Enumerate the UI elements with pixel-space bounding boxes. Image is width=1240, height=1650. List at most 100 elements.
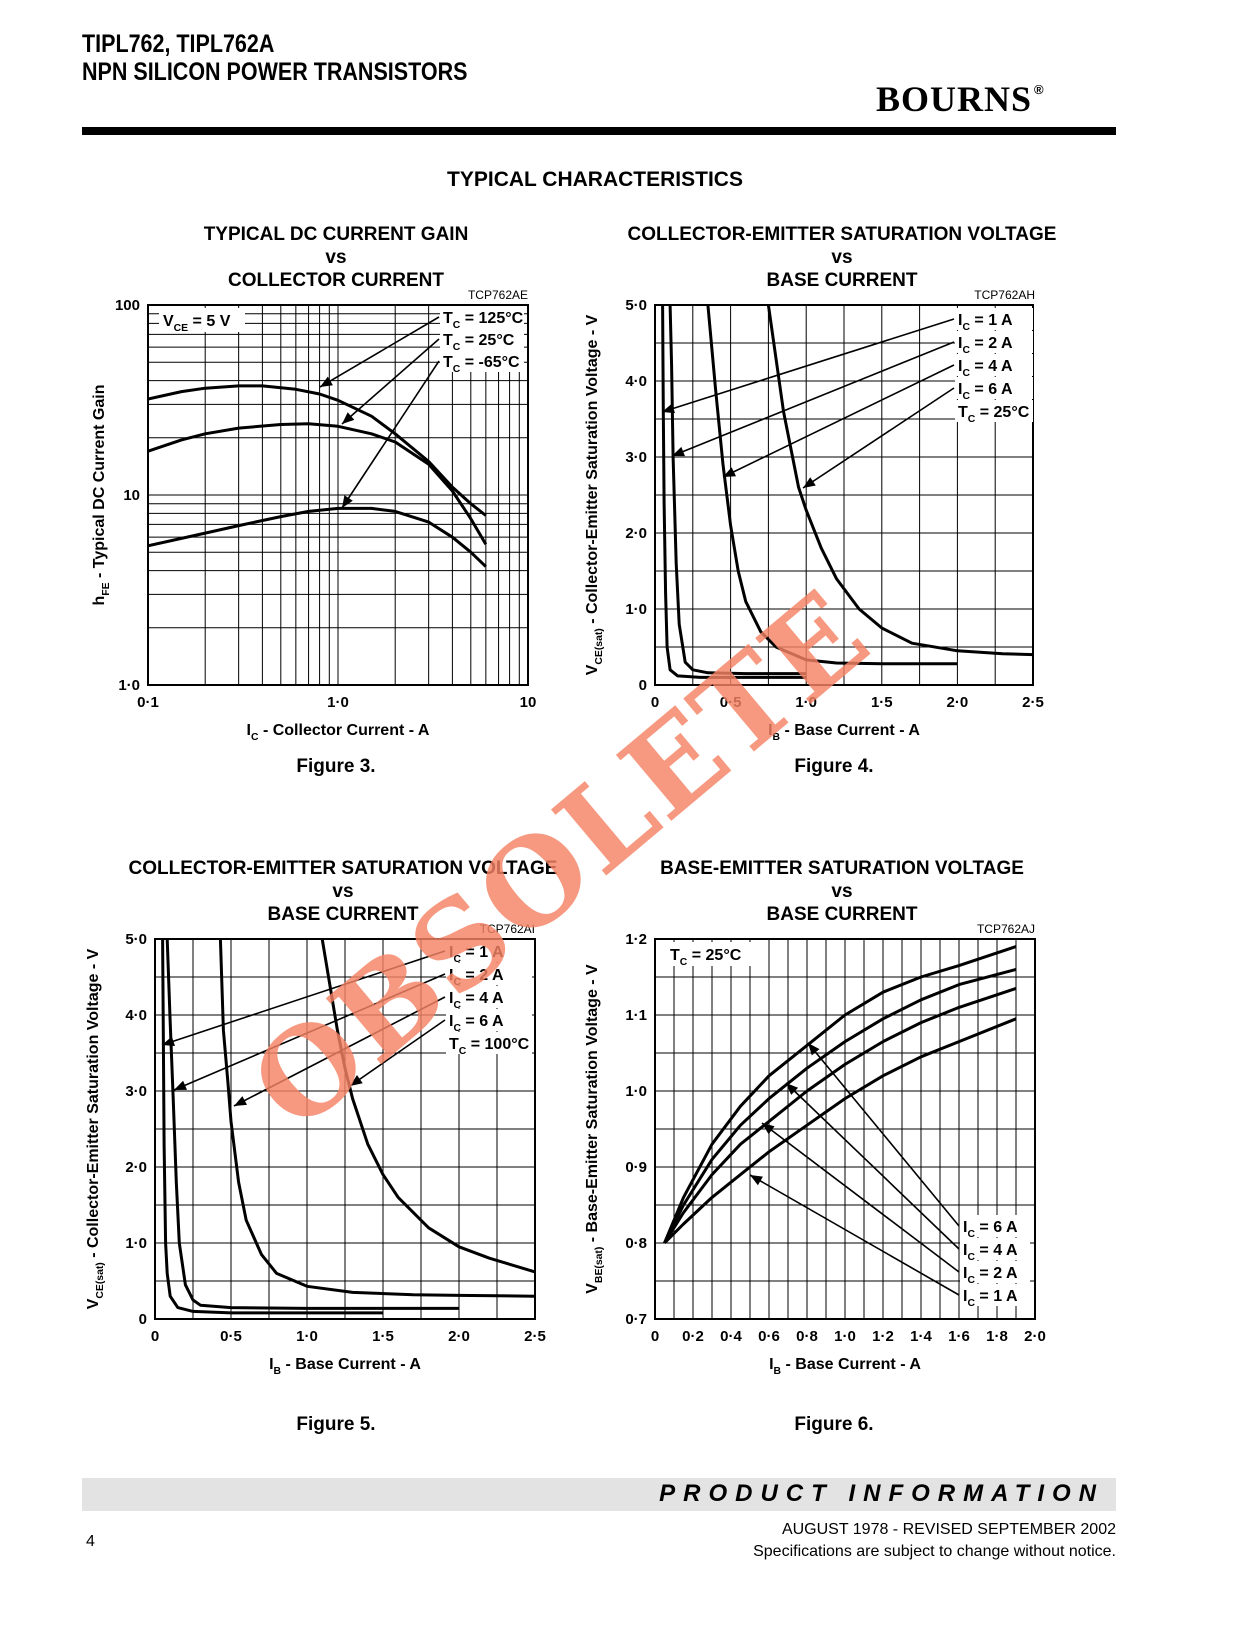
legend-entry: IC = 2 A xyxy=(449,967,504,988)
y-tick-label: 5·0 xyxy=(625,297,647,314)
legend-pointer xyxy=(341,360,440,509)
legend-pointer-arrowhead xyxy=(672,446,685,457)
y-tick-label: 10 xyxy=(123,487,140,504)
y-tick-label: 0·9 xyxy=(625,1159,647,1176)
y-tick-label: 0 xyxy=(639,677,647,694)
legend-entry: TC = 100°C xyxy=(449,1036,530,1057)
y-tick-label: 0·8 xyxy=(625,1235,647,1252)
bourns-logo: BOURNS ® xyxy=(876,78,1045,120)
title-line-1: TIPL762, TIPL762A xyxy=(82,30,275,58)
legend-pointer xyxy=(349,1019,446,1087)
plot-frame xyxy=(654,304,1034,686)
legend-entry: IC = 1 A xyxy=(958,312,1013,333)
chart-title-line: BASE-EMITTER SATURATION VOLTAGE xyxy=(660,858,1024,879)
legend-bg xyxy=(440,306,524,328)
chart-code: TCP762AI xyxy=(480,922,535,936)
legend-pointer-arrowhead xyxy=(786,1083,799,1095)
chart-4: COLLECTOR-EMITTER SATURATION VOLTAGEvsBA… xyxy=(584,224,1056,743)
legend-entry: IC = 6 A xyxy=(963,1219,1018,1240)
page-number: 4 xyxy=(86,1533,95,1550)
x-tick-label: 0·5 xyxy=(720,694,742,711)
x-tick-label: 1·6 xyxy=(948,1328,970,1345)
legend-pointer-arrowhead xyxy=(750,1175,763,1186)
y-tick-label: 1·2 xyxy=(625,931,647,948)
legend-entry: IC = 4 A xyxy=(963,1242,1018,1263)
legend-entry: IC = 1 A xyxy=(449,944,504,965)
series-line-3 xyxy=(706,305,958,666)
header-rule xyxy=(82,127,1116,135)
legend-entry: IC = 4 A xyxy=(449,990,504,1011)
x-tick-label: 2·0 xyxy=(1024,1328,1046,1345)
chart-code: TCP762AE xyxy=(468,288,528,302)
series-line-3 xyxy=(148,506,487,568)
plot-frame xyxy=(154,938,536,1320)
legend-bg xyxy=(955,377,1033,399)
y-tick-label: 2·0 xyxy=(125,1159,147,1176)
series-line-1 xyxy=(148,384,487,517)
x-tick-label: 0 xyxy=(651,694,659,711)
legend-pointer-arrowhead xyxy=(803,477,816,488)
chart-title-line: COLLECTOR-EMITTER SATURATION VOLTAGE xyxy=(129,858,558,879)
legend-entry: IC = 2 A xyxy=(958,335,1013,356)
legend-pointer xyxy=(761,1122,960,1273)
legend-bg xyxy=(446,1009,532,1031)
condition-label: TC = 25°C xyxy=(670,947,742,968)
series-line-4 xyxy=(766,305,1033,657)
figure-3-caption: Figure 3. xyxy=(296,756,376,777)
legend-pointer-arrowhead xyxy=(662,403,675,414)
x-tick-label: 0·4 xyxy=(720,1328,742,1345)
legend-pointer-arrowhead xyxy=(162,1036,175,1046)
product-information-bar: PRODUCT INFORMATION xyxy=(82,1478,1116,1511)
series-line-1 xyxy=(661,305,807,679)
legend-bg xyxy=(440,350,524,372)
x-tick-label: 1·5 xyxy=(372,1328,394,1345)
y-tick-label: 0·7 xyxy=(625,1311,647,1328)
x-tick-label: 0·6 xyxy=(758,1328,780,1345)
legend-bg xyxy=(960,1284,1030,1306)
figure-5-caption: Figure 5. xyxy=(296,1414,376,1435)
legend-pointer-arrowhead xyxy=(342,495,353,508)
legend-pointer-arrowhead xyxy=(350,1075,363,1086)
x-tick-label: 1·8 xyxy=(986,1328,1008,1345)
x-tick-label: 0·1 xyxy=(137,694,159,711)
legend-pointer xyxy=(671,341,955,457)
legend-entry: TC = -65°C xyxy=(443,354,520,375)
y-tick-label: 3·0 xyxy=(625,449,647,466)
chart-code: TCP762AJ xyxy=(977,922,1035,936)
chart-title-line: BASE CURRENT xyxy=(767,904,918,925)
plot-frame xyxy=(147,304,529,686)
product-information-text: PRODUCT INFORMATION xyxy=(659,1480,1104,1507)
chart-title-line: COLLECTOR-EMITTER SATURATION VOLTAGE xyxy=(628,224,1057,245)
legend-entry: IC = 6 A xyxy=(449,1013,504,1034)
chart-title-line: COLLECTOR CURRENT xyxy=(228,270,444,291)
x-axis-label: IB - Base Current - A xyxy=(769,1356,921,1377)
y-tick-label: 1·1 xyxy=(625,1007,647,1024)
legend-pointer xyxy=(319,316,440,388)
series-line-3 xyxy=(218,939,535,1298)
condition-label: VCE = 5 V xyxy=(163,313,231,334)
legend-bg xyxy=(955,400,1033,422)
y-tick-label: 4·0 xyxy=(625,373,647,390)
legend-pointer-arrowhead xyxy=(762,1123,775,1135)
x-tick-label: 1·0 xyxy=(834,1328,856,1345)
legend-entry: IC = 2 A xyxy=(963,1265,1018,1286)
legend-pointer-arrowhead xyxy=(723,467,736,477)
legend-pointer xyxy=(785,1082,960,1250)
x-tick-label: 1·5 xyxy=(871,694,893,711)
legend-entry: TC = 25°C xyxy=(958,404,1030,425)
registered-mark: ® xyxy=(1034,82,1045,97)
x-tick-label: 2·0 xyxy=(448,1328,470,1345)
title-line-2: NPN SILICON POWER TRANSISTORS xyxy=(82,58,468,86)
section-title: TYPICAL CHARACTERISTICS xyxy=(447,168,743,191)
condition-bg xyxy=(666,942,752,966)
condition-bg xyxy=(159,308,245,332)
legend-pointer xyxy=(661,318,955,413)
x-tick-label: 2·0 xyxy=(947,694,969,711)
legend-entry: IC = 4 A xyxy=(958,358,1013,379)
y-tick-label: 1·0 xyxy=(125,1235,147,1252)
legend-pointer-arrowhead xyxy=(234,1096,247,1106)
y-tick-label: 1·0 xyxy=(118,677,140,694)
x-tick-label: 1·0 xyxy=(296,1328,318,1345)
